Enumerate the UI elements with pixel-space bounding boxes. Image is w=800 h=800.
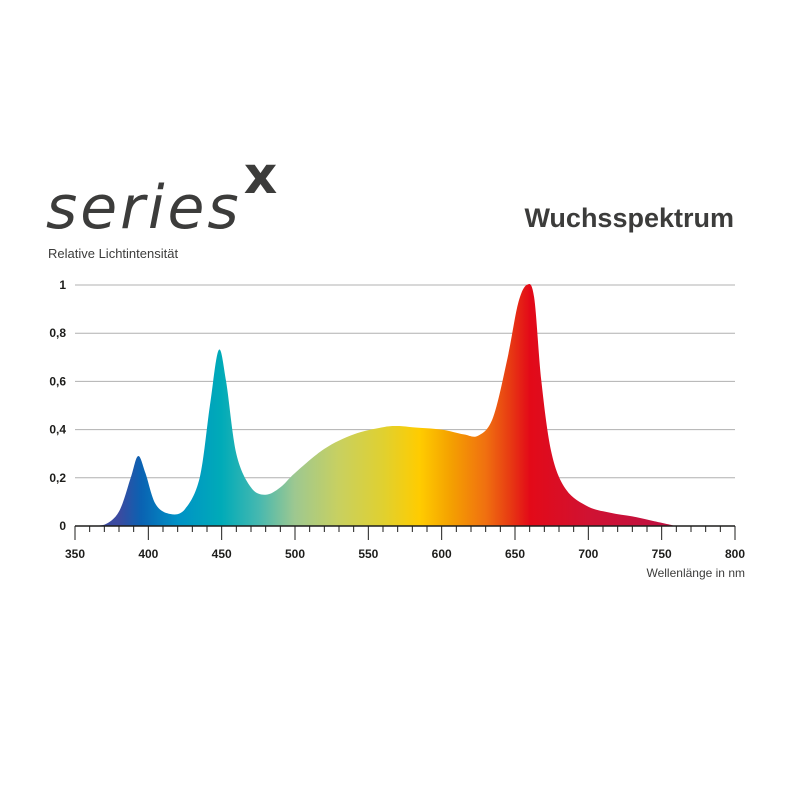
y-tick-label: 0 <box>59 519 66 533</box>
y-tick-label: 0,8 <box>49 326 66 340</box>
brand-logo: seriesx <box>46 146 278 243</box>
y-tick-label: 0,6 <box>49 374 66 388</box>
y-tick-label: 0,4 <box>49 423 66 437</box>
logo-mark: x <box>243 146 281 206</box>
y-tick-label: 0,2 <box>49 471 66 485</box>
x-tick-label: 700 <box>578 547 598 561</box>
x-tick-label: 750 <box>652 547 672 561</box>
x-tick-label: 650 <box>505 547 525 561</box>
spectrum-area <box>89 284 677 526</box>
x-axis-label: Wellenlänge in nm <box>646 566 745 580</box>
x-tick-label: 500 <box>285 547 305 561</box>
y-tick-label: 1 <box>59 278 66 292</box>
y-axis-label: Relative Lichtintensität <box>48 246 179 261</box>
x-tick-label: 550 <box>358 547 378 561</box>
x-tick-label: 600 <box>432 547 452 561</box>
x-tick-label: 450 <box>212 547 232 561</box>
logo-text: series <box>46 173 242 243</box>
x-tick-label: 400 <box>138 547 158 561</box>
x-tick-label: 350 <box>65 547 85 561</box>
chart-title: Wuchsspektrum <box>524 203 734 233</box>
x-tick-label: 800 <box>725 547 745 561</box>
